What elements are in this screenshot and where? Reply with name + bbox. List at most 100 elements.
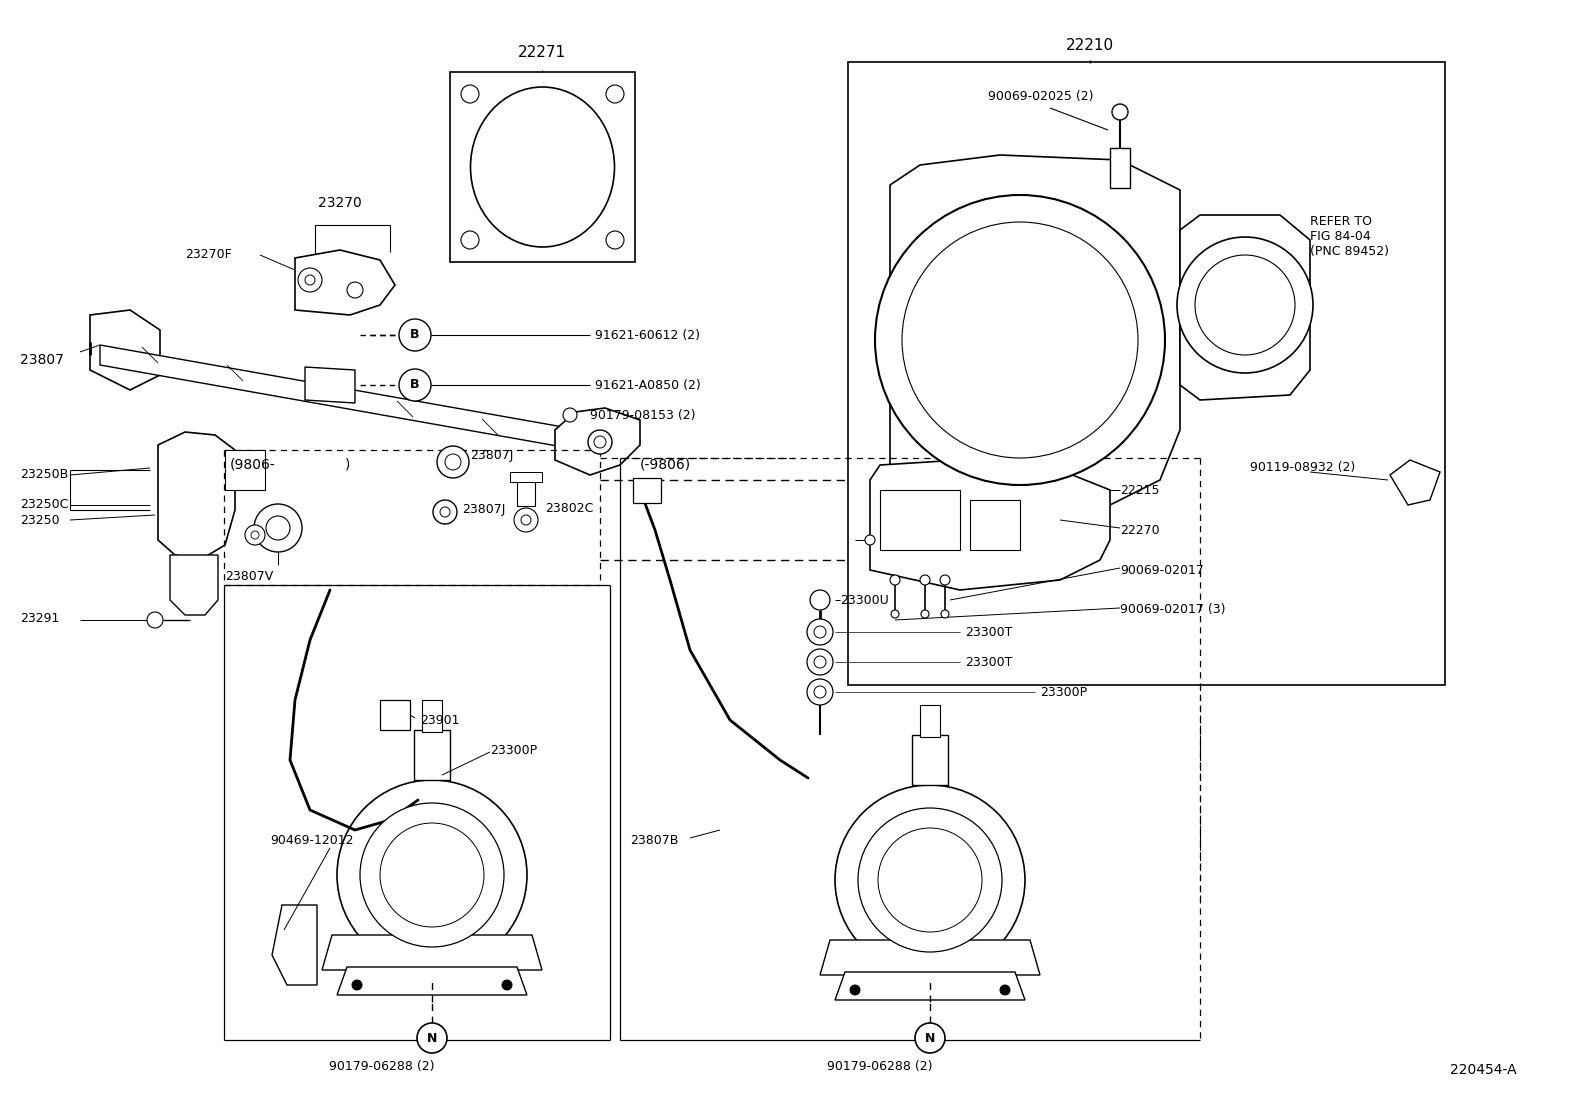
Circle shape bbox=[814, 686, 826, 698]
Circle shape bbox=[462, 85, 479, 103]
Circle shape bbox=[514, 508, 538, 532]
Text: 23300U: 23300U bbox=[841, 593, 888, 607]
Bar bbox=[422, 700, 443, 732]
Circle shape bbox=[594, 436, 607, 448]
Bar bbox=[634, 478, 661, 503]
Text: 90179-06288 (2): 90179-06288 (2) bbox=[330, 1061, 435, 1073]
Circle shape bbox=[298, 268, 322, 292]
Polygon shape bbox=[890, 155, 1180, 530]
Text: 220454-A: 220454-A bbox=[1450, 1063, 1517, 1077]
Text: 23901: 23901 bbox=[420, 713, 460, 726]
Text: B: B bbox=[411, 329, 420, 342]
Bar bbox=[517, 478, 535, 506]
Bar bbox=[920, 704, 939, 737]
Text: 90069-02017: 90069-02017 bbox=[1121, 564, 1204, 577]
Circle shape bbox=[922, 610, 930, 618]
Circle shape bbox=[255, 504, 302, 552]
Text: 90119-08932 (2): 90119-08932 (2) bbox=[1250, 462, 1355, 475]
Text: 91621-60612 (2): 91621-60612 (2) bbox=[595, 329, 700, 342]
Text: ): ) bbox=[345, 458, 350, 471]
Polygon shape bbox=[100, 345, 579, 449]
Circle shape bbox=[892, 610, 899, 618]
Polygon shape bbox=[869, 460, 1110, 590]
Polygon shape bbox=[306, 367, 355, 403]
Circle shape bbox=[439, 507, 451, 517]
Text: 23300P: 23300P bbox=[1040, 686, 1087, 699]
Text: 90069-02017 (3): 90069-02017 (3) bbox=[1121, 603, 1226, 617]
Bar bbox=[451, 73, 635, 262]
Polygon shape bbox=[272, 904, 317, 985]
Circle shape bbox=[1196, 255, 1294, 355]
Circle shape bbox=[306, 275, 315, 285]
Circle shape bbox=[876, 195, 1165, 485]
Bar bbox=[224, 449, 264, 490]
Text: 90179-06288 (2): 90179-06288 (2) bbox=[828, 1061, 933, 1073]
Circle shape bbox=[352, 980, 361, 990]
Circle shape bbox=[1111, 104, 1129, 120]
Circle shape bbox=[400, 369, 431, 401]
Bar bbox=[380, 700, 411, 730]
Text: 23250C: 23250C bbox=[21, 499, 68, 511]
Polygon shape bbox=[820, 940, 1040, 975]
Text: 23250B: 23250B bbox=[21, 468, 68, 481]
Text: 23300T: 23300T bbox=[965, 625, 1013, 639]
Circle shape bbox=[879, 828, 982, 932]
Text: 90069-02025 (2): 90069-02025 (2) bbox=[989, 90, 1094, 103]
Text: 23807J: 23807J bbox=[470, 448, 513, 462]
Text: N: N bbox=[925, 1032, 935, 1044]
Polygon shape bbox=[91, 310, 161, 390]
Polygon shape bbox=[170, 555, 218, 615]
Polygon shape bbox=[1390, 460, 1441, 506]
Circle shape bbox=[360, 803, 505, 947]
Text: 23300T: 23300T bbox=[965, 655, 1013, 668]
Circle shape bbox=[587, 430, 611, 454]
Circle shape bbox=[146, 612, 162, 628]
Circle shape bbox=[814, 656, 826, 668]
Text: 23807J: 23807J bbox=[462, 503, 505, 517]
Ellipse shape bbox=[471, 87, 615, 247]
Circle shape bbox=[501, 980, 513, 990]
Polygon shape bbox=[322, 935, 541, 970]
Text: 22270: 22270 bbox=[1121, 523, 1159, 536]
Bar bbox=[880, 490, 960, 550]
Circle shape bbox=[920, 575, 930, 585]
Circle shape bbox=[266, 517, 290, 540]
Circle shape bbox=[380, 823, 484, 926]
Text: N: N bbox=[427, 1032, 438, 1044]
Circle shape bbox=[1000, 985, 1009, 995]
Bar bbox=[414, 730, 451, 780]
Circle shape bbox=[252, 531, 259, 539]
Circle shape bbox=[564, 408, 576, 422]
Circle shape bbox=[446, 454, 462, 470]
Polygon shape bbox=[158, 432, 236, 560]
Circle shape bbox=[903, 222, 1138, 458]
Text: 23807V: 23807V bbox=[224, 570, 274, 582]
Text: REFER TO
FIG 84-04
(PNC 89452): REFER TO FIG 84-04 (PNC 89452) bbox=[1310, 215, 1388, 258]
Bar bbox=[1110, 148, 1130, 188]
Circle shape bbox=[858, 808, 1001, 952]
Circle shape bbox=[436, 446, 470, 478]
Circle shape bbox=[433, 500, 457, 524]
Bar bbox=[970, 500, 1020, 550]
Circle shape bbox=[1176, 237, 1313, 373]
Polygon shape bbox=[338, 967, 527, 995]
Circle shape bbox=[890, 575, 899, 585]
Circle shape bbox=[834, 785, 1025, 975]
Circle shape bbox=[814, 626, 826, 639]
Text: 23802C: 23802C bbox=[544, 501, 594, 514]
Circle shape bbox=[810, 590, 829, 610]
Text: (-9806): (-9806) bbox=[640, 458, 691, 471]
Circle shape bbox=[864, 535, 876, 545]
Polygon shape bbox=[1180, 215, 1310, 400]
Circle shape bbox=[347, 282, 363, 298]
Circle shape bbox=[607, 231, 624, 249]
Bar bbox=[509, 471, 541, 482]
Circle shape bbox=[521, 515, 532, 525]
Text: 23807: 23807 bbox=[21, 353, 64, 367]
Text: 90179-08153 (2): 90179-08153 (2) bbox=[591, 409, 696, 422]
Circle shape bbox=[915, 1023, 946, 1053]
Polygon shape bbox=[834, 972, 1025, 1000]
Bar bbox=[912, 735, 947, 785]
Text: B: B bbox=[411, 378, 420, 391]
Text: 23291: 23291 bbox=[21, 611, 59, 624]
